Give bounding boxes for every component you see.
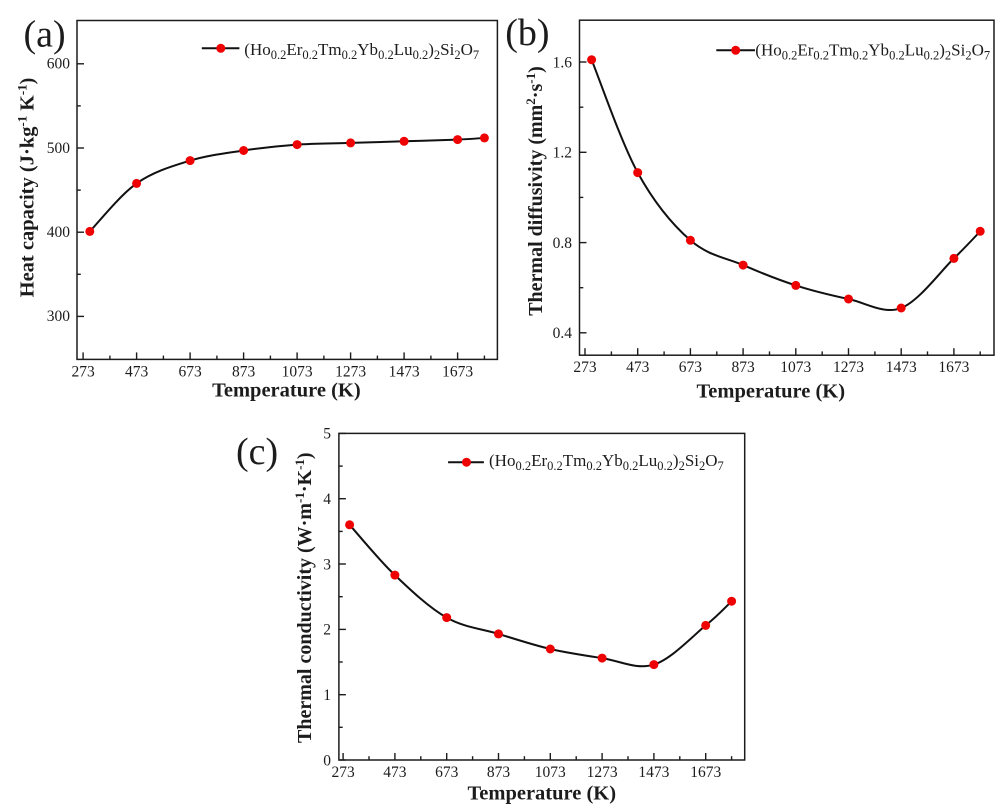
svg-text:1673: 1673 (690, 764, 721, 781)
svg-text:1.6: 1.6 (553, 54, 573, 71)
svg-text:Thermal diffusivity (mm2·s-1): Thermal diffusivity (mm2·s-1) (523, 66, 547, 316)
svg-text:673: 673 (435, 764, 459, 781)
svg-text:1073: 1073 (535, 764, 566, 781)
svg-text:Temperature (K): Temperature (K) (467, 783, 616, 805)
svg-text:473: 473 (626, 359, 650, 376)
svg-text:1073: 1073 (780, 359, 811, 376)
svg-text:2: 2 (323, 622, 331, 639)
svg-text:500: 500 (47, 140, 71, 157)
svg-text:473: 473 (383, 764, 407, 781)
svg-text:(c): (c) (236, 431, 278, 473)
svg-text:1473: 1473 (638, 764, 669, 781)
svg-text:873: 873 (232, 364, 256, 381)
svg-text:1273: 1273 (587, 764, 618, 781)
svg-text:600: 600 (47, 56, 71, 73)
svg-text:1.2: 1.2 (553, 145, 572, 162)
svg-text:1: 1 (323, 687, 331, 704)
svg-text:673: 673 (178, 364, 202, 381)
svg-text:273: 273 (71, 364, 95, 381)
svg-text:273: 273 (331, 764, 355, 781)
svg-text:873: 873 (731, 359, 755, 376)
svg-text:273: 273 (573, 359, 597, 376)
svg-text:0.8: 0.8 (553, 235, 573, 252)
svg-text:(Ho0.2Er0.2Tm0.2Yb0.2Lu0.2)2Si: (Ho0.2Er0.2Tm0.2Yb0.2Lu0.2)2Si2O7 (244, 40, 479, 62)
svg-text:473: 473 (125, 364, 149, 381)
svg-text:1673: 1673 (938, 359, 969, 376)
svg-text:3: 3 (323, 556, 331, 573)
svg-text:0: 0 (323, 752, 331, 769)
svg-text:400: 400 (47, 224, 71, 241)
svg-text:(a): (a) (24, 14, 66, 56)
svg-text:1473: 1473 (886, 359, 917, 376)
svg-text:Temperature (K): Temperature (K) (696, 381, 845, 403)
svg-text:5: 5 (323, 426, 331, 443)
svg-text:(Ho0.2Er0.2Tm0.2Yb0.2Lu0.2)2Si: (Ho0.2Er0.2Tm0.2Yb0.2Lu0.2)2Si2O7 (755, 40, 990, 62)
svg-text:Temperature (K): Temperature (K) (212, 380, 361, 402)
svg-text:(b): (b) (505, 12, 549, 54)
svg-text:1273: 1273 (833, 359, 864, 376)
svg-text:Thermal conductivity (W·m-1·K-: Thermal conductivity (W·m-1·K-1) (292, 452, 316, 743)
svg-text:4: 4 (323, 491, 331, 508)
svg-text:673: 673 (679, 359, 703, 376)
svg-text:1273: 1273 (335, 364, 366, 381)
svg-text:0.4: 0.4 (553, 325, 573, 342)
svg-text:(Ho0.2Er0.2Tm0.2Yb0.2Lu0.2)2Si: (Ho0.2Er0.2Tm0.2Yb0.2Lu0.2)2Si2O7 (489, 451, 724, 473)
svg-text:Heat capacity (J·kg-1 K-1): Heat capacity (J·kg-1 K-1) (15, 78, 39, 298)
svg-text:1473: 1473 (389, 364, 420, 381)
svg-text:300: 300 (47, 308, 71, 325)
svg-text:1073: 1073 (282, 364, 313, 381)
svg-text:873: 873 (487, 764, 511, 781)
svg-text:1673: 1673 (442, 364, 473, 381)
